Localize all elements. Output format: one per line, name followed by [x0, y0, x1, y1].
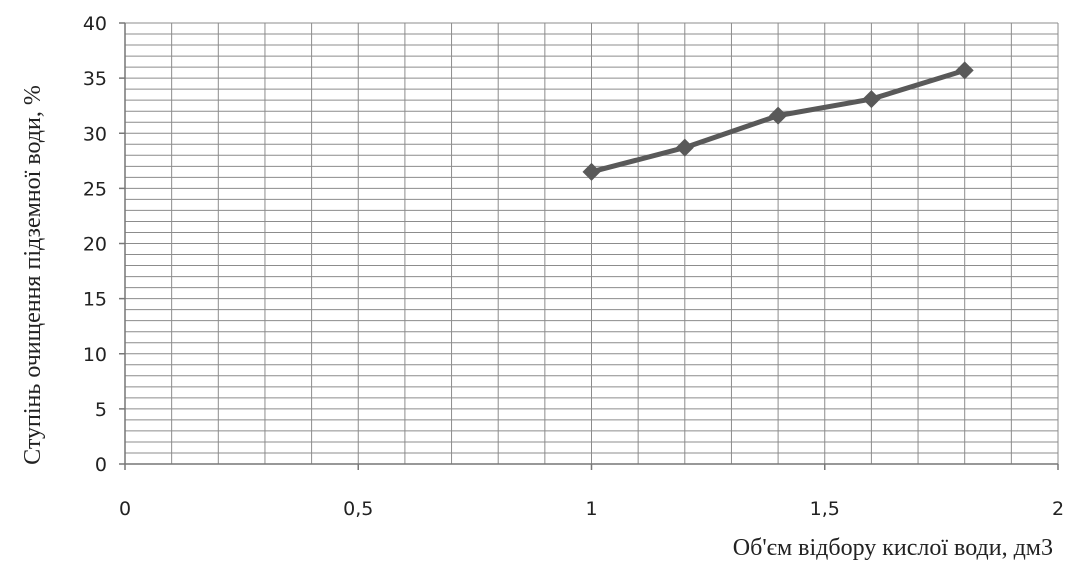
- y-tick-label: 15: [83, 289, 107, 311]
- y-tick-label: 0: [95, 454, 107, 476]
- series-layer: [582, 61, 974, 181]
- data-point-marker: [955, 61, 974, 80]
- x-axis-title: Об'єм відбору кислої води, дм3: [733, 535, 1053, 561]
- y-tick-label: 35: [83, 68, 107, 90]
- data-point-marker: [582, 162, 601, 181]
- grid: [124, 22, 1059, 465]
- x-tick-label: 1: [585, 498, 597, 520]
- y-axis-title: Ступінь очищення підземної води, %: [20, 85, 46, 465]
- x-tick-label: 2: [1052, 498, 1064, 520]
- y-tick-label: 10: [83, 344, 107, 366]
- y-tick-label: 30: [83, 123, 107, 145]
- y-tick-label: 20: [83, 234, 107, 256]
- data-point-marker: [675, 138, 694, 157]
- y-tick-label: 40: [83, 13, 107, 35]
- y-tick-label: 25: [83, 178, 107, 200]
- axes: [119, 22, 1059, 470]
- data-point-marker: [769, 106, 788, 125]
- x-tick-label: 0,5: [343, 498, 373, 520]
- y-tick-label: 5: [95, 399, 107, 421]
- x-tick-label: 0: [119, 498, 131, 520]
- tick-labels: 0 5 10 15 20 25 30 35 40 0 0,5 1 1,5 2: [83, 13, 1064, 520]
- data-point-marker: [862, 90, 881, 109]
- x-tick-label: 1,5: [810, 498, 840, 520]
